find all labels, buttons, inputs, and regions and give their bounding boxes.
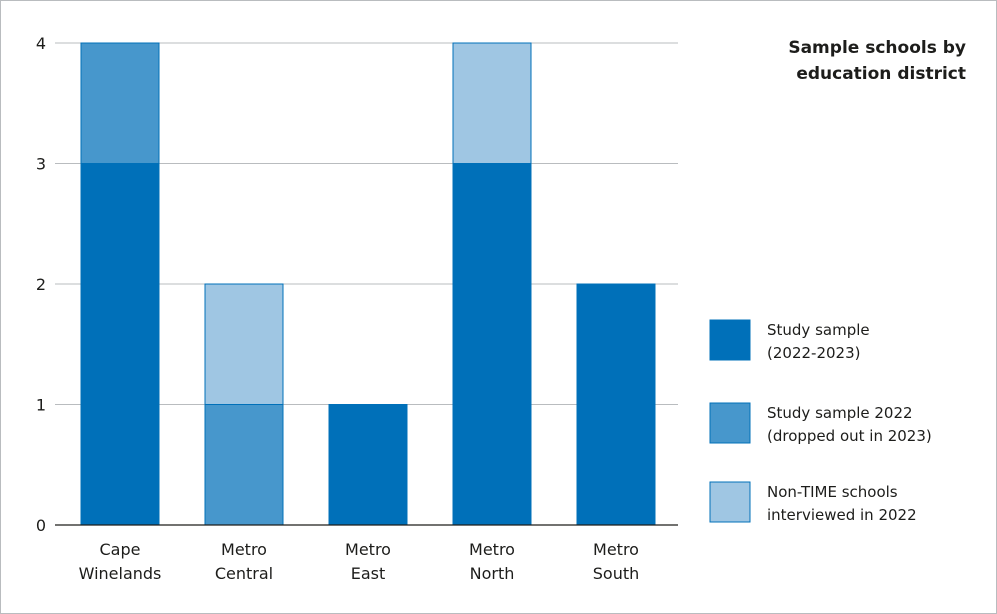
category-labels: Cape Winelands Metro Central Metro East Metro N… <box>79 540 640 583</box>
legend-label: Study sample <box>767 321 870 339</box>
bar-segment <box>328 404 408 526</box>
bar-segment <box>204 283 284 405</box>
legend: Study sample (2022-2023) Study sample 2022… <box>709 319 932 524</box>
bar-segment <box>204 404 284 526</box>
legend-label: interviewed in 2022 <box>767 506 917 524</box>
x-tick-label: East <box>351 564 386 583</box>
x-tick-label: Metro <box>221 540 267 559</box>
y-tick-label: 2 <box>36 275 46 294</box>
x-tick-label: Winelands <box>79 564 162 583</box>
bar-segment <box>576 283 656 526</box>
bars <box>80 42 656 526</box>
x-tick-label: Cape <box>100 540 141 559</box>
y-tick-label: 1 <box>36 396 46 415</box>
y-tick-label: 4 <box>36 34 46 53</box>
legend-label: (2022-2023) <box>767 344 860 362</box>
legend-swatch <box>709 319 751 361</box>
legend-label: Non-TIME schools <box>767 483 898 501</box>
y-axis-ticks: 0 1 2 3 4 <box>36 34 46 535</box>
legend-swatch <box>709 402 751 444</box>
y-tick-label: 3 <box>36 155 46 174</box>
x-tick-label: Metro <box>345 540 391 559</box>
x-tick-label: Metro <box>469 540 515 559</box>
x-tick-label: Metro <box>593 540 639 559</box>
chart-title-line-2: education district <box>796 64 966 84</box>
bar-segment <box>80 163 160 526</box>
x-tick-label: South <box>593 564 640 583</box>
bar-segment <box>452 163 532 526</box>
legend-label: Study sample 2022 <box>767 404 913 422</box>
bar-segment <box>80 42 160 164</box>
chart-title-line-1: Sample schools by <box>788 38 966 58</box>
x-tick-label: Central <box>215 564 273 583</box>
y-tick-label: 0 <box>36 516 46 535</box>
legend-label: (dropped out in 2023) <box>767 427 932 445</box>
bar-segment <box>452 42 532 164</box>
x-tick-label: North <box>470 564 515 583</box>
legend-swatch <box>709 481 751 523</box>
